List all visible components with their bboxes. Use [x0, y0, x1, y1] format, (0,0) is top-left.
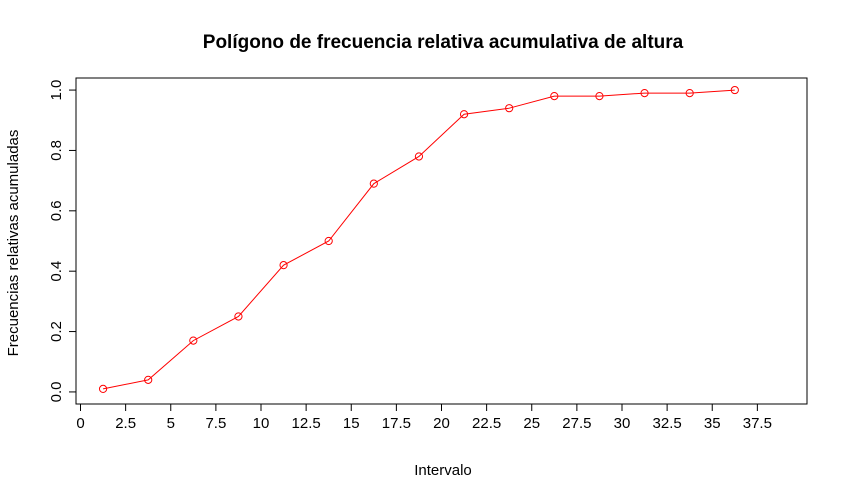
data-point: [685, 88, 694, 98]
data-point: [730, 85, 739, 95]
x-tick-label: 32.5: [653, 415, 682, 432]
data-point: [144, 375, 153, 384]
x-tick-label: 25: [523, 415, 540, 432]
y-tick-label: 0.6: [48, 200, 65, 221]
data-point: [279, 261, 288, 270]
data-point: [98, 384, 108, 394]
y-axis: 0.0 0.2 0.4 0.6 0.8 1.0: [48, 80, 77, 402]
x-tick-label: 10: [253, 415, 270, 432]
x-tick-label: 2.5: [115, 415, 136, 432]
x-tick-label: 27.5: [562, 415, 591, 432]
data-point: [459, 110, 469, 119]
x-tick-label: 37.5: [743, 415, 772, 432]
x-tick-label: 7.5: [205, 415, 226, 432]
data-point: [414, 152, 424, 161]
y-tick-label: 0.4: [48, 261, 65, 282]
data-point: [369, 179, 378, 188]
y-tick-label: 0.2: [48, 321, 65, 342]
y-axis-label: Frecuencias relativas acumuladas: [5, 130, 22, 357]
data-point: [595, 92, 604, 101]
x-tick-label: 35: [704, 415, 721, 432]
x-tick-label: 17.5: [382, 415, 411, 432]
data-point: [189, 336, 198, 345]
chart-title: Polígono de frecuencia relativa acumulat…: [203, 32, 684, 53]
data-point: [505, 104, 514, 113]
y-tick-label: 1.0: [48, 80, 65, 101]
data-point: [550, 92, 559, 101]
series-layer: [98, 85, 739, 394]
x-tick-label: 0: [76, 415, 84, 432]
series-line: [102, 89, 735, 390]
x-tick-label: 12.5: [292, 415, 321, 432]
x-axis: 0 2.5 5 7.5 10 12.5 15 17.5 20 22.5 25 27.5 30 32.5 35…: [76, 403, 772, 432]
data-point: [324, 236, 333, 246]
y-tick-label: 0.0: [48, 381, 65, 402]
x-axis-label: Intervalo: [414, 462, 472, 479]
data-point: [640, 88, 649, 98]
y-tick-label: 0.8: [48, 140, 65, 161]
x-tick-label: 22.5: [472, 415, 501, 432]
x-tick-label: 15: [343, 415, 360, 432]
plot-frame: [75, 77, 808, 405]
data-point: [234, 312, 243, 321]
x-tick-label: 5: [167, 415, 175, 432]
x-tick-label: 20: [433, 415, 450, 432]
x-tick-label: 30: [614, 415, 631, 432]
